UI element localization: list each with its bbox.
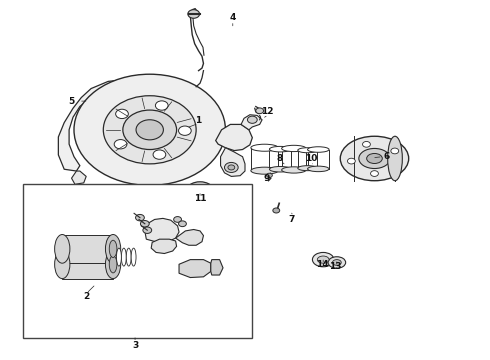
Ellipse shape: [251, 167, 278, 174]
Ellipse shape: [282, 167, 306, 173]
Text: 4: 4: [230, 13, 236, 22]
Ellipse shape: [308, 166, 329, 172]
Ellipse shape: [55, 250, 70, 279]
Ellipse shape: [55, 234, 70, 263]
Bar: [23, 184, 252, 338]
Polygon shape: [241, 115, 262, 130]
Ellipse shape: [313, 252, 334, 267]
Polygon shape: [151, 239, 176, 253]
Circle shape: [114, 140, 127, 149]
Circle shape: [247, 116, 257, 123]
Polygon shape: [72, 171, 86, 184]
Ellipse shape: [282, 145, 306, 152]
Circle shape: [155, 101, 168, 110]
Circle shape: [178, 126, 191, 135]
Text: 3: 3: [132, 341, 138, 350]
Ellipse shape: [298, 166, 318, 171]
Polygon shape: [211, 260, 223, 275]
Text: 11: 11: [194, 194, 206, 203]
Ellipse shape: [388, 136, 402, 181]
Text: 6: 6: [384, 152, 390, 161]
Circle shape: [273, 208, 280, 213]
Ellipse shape: [103, 96, 196, 164]
Circle shape: [267, 173, 272, 177]
Circle shape: [173, 217, 181, 222]
Ellipse shape: [270, 166, 291, 172]
Ellipse shape: [126, 248, 131, 266]
Ellipse shape: [359, 148, 390, 168]
Ellipse shape: [105, 250, 121, 279]
Polygon shape: [98, 150, 122, 165]
Polygon shape: [216, 125, 252, 150]
Text: 7: 7: [288, 215, 294, 224]
Polygon shape: [220, 148, 245, 176]
Text: 2: 2: [83, 292, 89, 301]
Text: 13: 13: [329, 262, 342, 271]
Ellipse shape: [251, 144, 278, 151]
Polygon shape: [175, 229, 203, 245]
Circle shape: [141, 221, 149, 227]
Ellipse shape: [122, 248, 126, 266]
Ellipse shape: [109, 240, 117, 257]
Text: 12: 12: [261, 107, 273, 116]
Text: 1: 1: [196, 116, 202, 125]
Ellipse shape: [112, 248, 117, 266]
Bar: [62, 250, 113, 279]
Circle shape: [370, 171, 378, 176]
Text: 8: 8: [276, 154, 282, 163]
Circle shape: [116, 109, 128, 118]
Ellipse shape: [308, 147, 329, 152]
Ellipse shape: [367, 153, 382, 163]
Bar: [62, 234, 113, 263]
Ellipse shape: [74, 74, 225, 185]
Ellipse shape: [340, 136, 409, 181]
Text: 10: 10: [305, 154, 317, 163]
Circle shape: [153, 150, 166, 159]
Ellipse shape: [131, 248, 136, 266]
Ellipse shape: [270, 147, 291, 152]
Ellipse shape: [123, 110, 176, 149]
Polygon shape: [58, 80, 151, 171]
Circle shape: [188, 10, 199, 18]
Circle shape: [224, 162, 238, 172]
Circle shape: [228, 165, 235, 170]
Text: 14: 14: [316, 260, 328, 269]
Circle shape: [363, 141, 370, 147]
Ellipse shape: [193, 186, 207, 195]
Ellipse shape: [328, 257, 345, 268]
Ellipse shape: [298, 148, 318, 153]
Ellipse shape: [332, 260, 341, 265]
Circle shape: [347, 158, 355, 164]
Circle shape: [143, 227, 152, 233]
Text: 5: 5: [69, 96, 74, 105]
Ellipse shape: [105, 234, 121, 263]
Polygon shape: [145, 219, 179, 242]
Ellipse shape: [318, 256, 329, 263]
Circle shape: [178, 221, 186, 226]
Circle shape: [256, 108, 264, 114]
Text: 9: 9: [264, 174, 270, 183]
Circle shape: [136, 215, 145, 221]
Ellipse shape: [136, 120, 163, 140]
Circle shape: [391, 148, 399, 154]
Ellipse shape: [186, 182, 214, 200]
Ellipse shape: [109, 256, 117, 273]
Polygon shape: [179, 260, 211, 278]
Ellipse shape: [117, 248, 122, 266]
